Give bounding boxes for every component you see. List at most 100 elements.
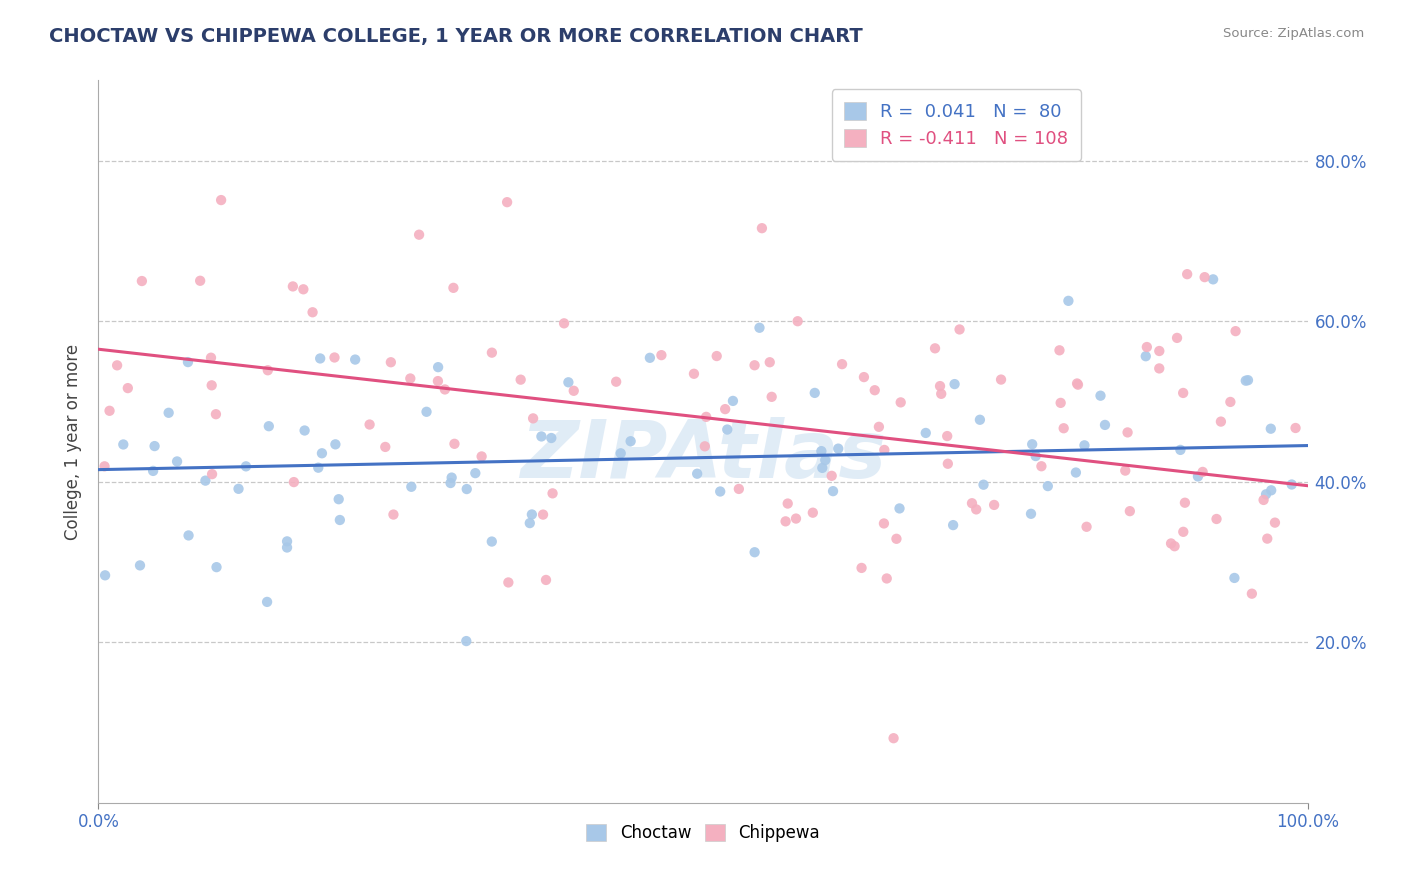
Point (852, 370, 875, 384)
Point (522, 411, 544, 425)
Point (205, 560, 228, 574)
Point (464, 466, 486, 480)
Point (1225, 324, 1247, 338)
Point (553, 316, 575, 330)
Point (1205, 512, 1227, 526)
Point (1209, 415, 1232, 429)
Point (960, 496, 983, 510)
Point (471, 450, 494, 464)
Point (890, 395, 912, 409)
Point (374, 440, 396, 454)
Point (1219, 395, 1241, 409)
Point (380, 355, 402, 369)
Point (276, 541, 298, 555)
Point (1094, 417, 1116, 432)
Point (1260, 422, 1282, 436)
Point (359, 417, 381, 432)
Point (775, 514, 797, 528)
Point (344, 352, 367, 367)
Point (98, 404, 121, 418)
Point (443, 437, 465, 451)
Point (1025, 449, 1047, 463)
Point (785, 511, 807, 525)
Point (693, 439, 716, 453)
Point (325, 437, 347, 451)
Point (129, 558, 152, 573)
Point (1166, 331, 1188, 345)
Point (427, 360, 450, 375)
Point (194, 474, 217, 488)
Text: CHOCTAW VS CHIPPEWA COLLEGE, 1 YEAR OR MORE CORRELATION CHART: CHOCTAW VS CHIPPEWA COLLEGE, 1 YEAR OR M… (49, 27, 863, 45)
Point (1174, 496, 1197, 510)
Point (294, 424, 316, 438)
Point (1254, 487, 1277, 501)
Point (557, 376, 579, 390)
Point (969, 413, 991, 427)
Point (329, 513, 352, 527)
Point (1135, 349, 1157, 363)
Point (883, 731, 905, 746)
Point (1119, 504, 1142, 518)
Point (943, 377, 966, 392)
Point (683, 367, 706, 381)
Point (1067, 377, 1090, 392)
Point (456, 634, 478, 648)
Point (686, 467, 709, 481)
Point (112, 437, 135, 451)
Point (1031, 459, 1053, 474)
Point (758, 355, 780, 369)
Point (751, 221, 773, 235)
Point (456, 482, 478, 496)
Point (1284, 421, 1306, 435)
Text: Source: ZipAtlas.com: Source: ZipAtlas.com (1223, 27, 1364, 40)
Point (744, 545, 766, 559)
Point (399, 371, 422, 385)
Point (1194, 270, 1216, 285)
Point (709, 484, 731, 499)
Point (311, 446, 333, 460)
Point (936, 457, 959, 471)
Point (1163, 539, 1185, 553)
Point (433, 383, 456, 397)
Point (131, 274, 153, 288)
Point (519, 516, 541, 530)
Point (323, 351, 346, 365)
Point (868, 420, 890, 434)
Point (177, 528, 200, 542)
Point (1170, 442, 1192, 457)
Point (481, 534, 503, 549)
Point (1160, 536, 1182, 550)
Point (382, 508, 405, 522)
Point (1021, 437, 1043, 451)
Point (1073, 438, 1095, 452)
Point (1237, 373, 1260, 387)
Point (1264, 516, 1286, 530)
Point (408, 227, 430, 242)
Point (1066, 376, 1088, 391)
Point (235, 459, 257, 474)
Point (803, 385, 825, 400)
Legend: Choctaw, Chippewa: Choctaw, Chippewa (579, 817, 827, 848)
Point (1049, 343, 1071, 358)
Point (714, 402, 737, 417)
Point (1019, 507, 1042, 521)
Point (638, 351, 661, 365)
Point (1256, 532, 1278, 546)
Point (873, 516, 896, 531)
Point (821, 468, 844, 483)
Point (328, 492, 350, 507)
Point (1253, 492, 1275, 507)
Point (706, 349, 728, 363)
Point (1240, 587, 1263, 601)
Point (256, 363, 278, 377)
Point (309, 351, 332, 366)
Point (117, 381, 139, 395)
Point (541, 486, 564, 500)
Point (257, 419, 280, 434)
Point (1116, 425, 1139, 440)
Point (936, 429, 959, 443)
Point (439, 476, 461, 491)
Point (801, 506, 824, 520)
Point (810, 444, 832, 458)
Point (620, 434, 643, 449)
